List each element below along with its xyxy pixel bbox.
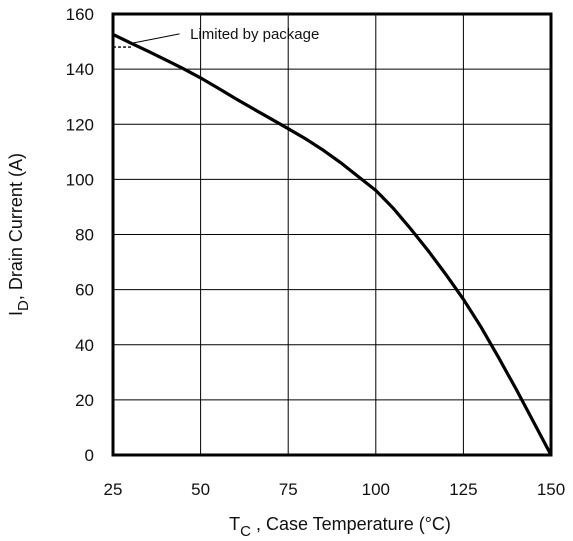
y-tick-label: 60	[75, 281, 94, 300]
x-tick-label: 50	[191, 480, 210, 499]
y-axis-label: ID, Drain Current (A)	[6, 153, 32, 316]
y-tick-label: 20	[75, 391, 94, 410]
y-axis-label-subscript: D	[15, 300, 32, 311]
y-axis-label-rest: , Drain Current (A)	[6, 153, 26, 300]
x-axis-label-subscript: C	[240, 523, 251, 540]
y-tick-label: 80	[75, 226, 94, 245]
x-tick-label: 125	[449, 480, 477, 499]
x-tick-label: 150	[537, 480, 565, 499]
x-axis-label-rest: , Case Temperature (°C)	[251, 514, 451, 534]
annotation-limited-by-package: Limited by package	[190, 26, 319, 43]
y-tick-label: 140	[66, 60, 94, 79]
x-tick-label: 100	[362, 480, 390, 499]
y-tick-label: 40	[75, 336, 94, 355]
annotation-leader-line	[131, 34, 180, 44]
y-tick-label: 0	[85, 446, 94, 465]
x-axis-label: TC , Case Temperature (°C)	[229, 514, 451, 540]
y-tick-label: 160	[66, 5, 94, 24]
x-tick-label: 25	[104, 480, 123, 499]
y-tick-label: 100	[66, 170, 94, 189]
x-axis-label-main: T	[229, 514, 240, 534]
tick-labels: 25 50 75 100 125 150 0 20 40 60 80 100 120 140 160	[66, 5, 566, 499]
grid-lines	[113, 14, 551, 455]
drain-current-curve	[113, 34, 551, 455]
x-tick-label: 75	[279, 480, 298, 499]
y-tick-label: 120	[66, 115, 94, 134]
